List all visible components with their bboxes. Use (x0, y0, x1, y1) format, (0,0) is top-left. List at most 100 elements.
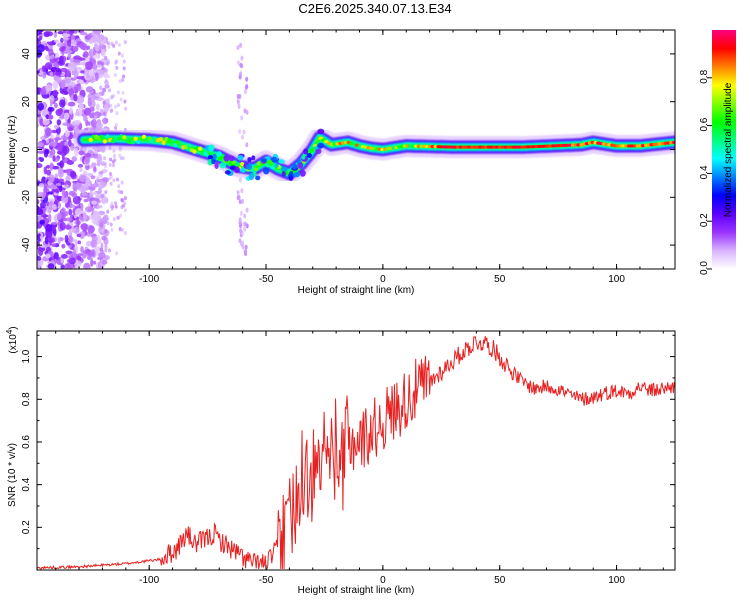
spectrogram-noise-cell (104, 246, 108, 251)
spectrogram-noise-cell (41, 65, 47, 73)
spectrogram-noise-cell (43, 186, 48, 194)
spectrogram-blob (281, 170, 286, 177)
spectrogram-ridge-cell (172, 142, 178, 148)
spectrogram-noise-cell (74, 239, 78, 246)
colorbar: 0.0 0.2 0.4 0.6 0.8 Normalized spectral ampl… (699, 30, 736, 275)
spectrogram-noise-cell (51, 165, 60, 170)
spectrogram-noise-cell (94, 93, 102, 97)
spectrogram-noise-cell (116, 90, 120, 95)
snr-y-tick-label: 0.2 (21, 520, 32, 534)
spectrogram-noise-cell (48, 114, 54, 120)
spectrogram-noise-cell (67, 231, 72, 237)
snr-axes: -100 -50 0 50 100 0.2 0.4 0.6 0.8 1.0 (21, 331, 675, 586)
spectrogram-noise-cell (101, 228, 105, 233)
spectrogram-noise-cell (63, 112, 70, 120)
spectrogram-noise-cell (123, 208, 127, 213)
spectrogram-noise-cell (109, 181, 113, 186)
spectrogram-noise-cell (106, 209, 110, 214)
spectrogram-blob (211, 158, 216, 165)
spectrogram-noise-cell (78, 103, 84, 110)
snr-y-axis-label: SNR (10 * v/v) (7, 443, 18, 507)
spectrogram-noise-cell (75, 205, 81, 209)
spectrogram-noise-cell (101, 217, 105, 222)
spectrogram-blob (303, 148, 309, 155)
spectrogram-noise-cell (53, 102, 58, 109)
spectrogram-noise-cell (103, 71, 108, 79)
spectrogram-blob (299, 169, 306, 177)
spectrogram-noise-cell (123, 231, 127, 236)
spectrogram-noise-cell (45, 164, 51, 169)
spectrogram-noise-cell (51, 221, 58, 225)
spectrogram-noise-cell (111, 204, 115, 209)
spectrogram-noise-cell (102, 100, 106, 105)
spectrogram-noise-cell (37, 30, 41, 36)
spectrogram-noise-cell (113, 104, 117, 109)
spectrogram-noise-cell (101, 90, 105, 95)
spectrogram-noise-cell (47, 41, 56, 46)
spectrogram-noise-cell (84, 152, 92, 158)
spectrogram-noise-cell (240, 55, 244, 61)
spectrogram-noise-cell (64, 129, 70, 138)
spectrogram-noise-cell (116, 103, 120, 108)
spectrogram-ridge-cell (671, 140, 675, 145)
spectrogram-blob (261, 158, 267, 163)
spectrogram-noise-cell (57, 237, 61, 245)
spectrogram-noise-cell (37, 102, 45, 111)
spectrogram-noise-cell (53, 30, 58, 38)
spectrogram-blob (212, 153, 217, 160)
spectrogram-blob (281, 166, 288, 172)
spectrogram-noise-cell (45, 139, 50, 144)
spectrogram-noise-cell (49, 98, 53, 107)
spectrogram-ridge-cell (147, 136, 152, 141)
spectrogram-noise-cell (74, 208, 82, 216)
colorbar-ticks: 0.0 0.2 0.4 0.6 0.8 (699, 69, 712, 275)
spectrogram-noise-cell (52, 90, 59, 96)
spectrogram-noise-cell (49, 141, 58, 147)
spectrogram-noise-cell (103, 214, 109, 222)
spectrogram-noise-cell (59, 221, 66, 231)
spectrogram-noise-cell (71, 156, 78, 162)
spectrogram-noise-cell (88, 70, 95, 77)
spectrogram-blob (223, 154, 230, 162)
spectrogram-noise-cell (105, 118, 109, 123)
spectrogram-ridge-cell (186, 143, 192, 148)
spectrogram-noise-cell (96, 97, 104, 102)
spectrogram-y-tick-label: -20 (21, 190, 32, 205)
spectrogram-noise-cell (90, 80, 94, 84)
spectrogram-noise-cell (69, 170, 77, 178)
spectrogram-noise-cell (44, 148, 50, 155)
spectrogram-ridge-cell (136, 139, 141, 145)
spectrogram-noise-cell (66, 258, 74, 263)
colorbar-tick-label: 0.6 (699, 117, 710, 131)
spectrogram-ridge-cell (116, 136, 121, 142)
spectrogram-noise-cell (244, 249, 248, 255)
spectrogram-ridge-cell (175, 140, 180, 145)
spectrogram-noise-cell (238, 238, 242, 244)
spectrogram-noise-cell (78, 150, 85, 156)
spectrogram-noise-cell (108, 88, 112, 93)
spectrogram-noise-cell (49, 71, 54, 77)
spectrogram-noise-cell (94, 44, 100, 52)
spectrogram-noise-cell (117, 42, 121, 47)
spectrogram-noise-cell (48, 48, 54, 57)
spectrogram-noise-cell (95, 121, 103, 130)
spectrogram-noise-cell (52, 155, 56, 162)
spectrogram-noise-cell (91, 63, 98, 70)
spectrogram-noise-cell (38, 35, 43, 41)
spectrogram-noise-cell (108, 171, 112, 176)
spectrogram-noise-cell (76, 79, 80, 85)
spectrogram-blob (255, 175, 261, 181)
spectrogram-noise-cell (83, 115, 88, 122)
spectrogram-ridge-cell (268, 159, 273, 165)
spectrogram-noise-cell (51, 204, 57, 210)
spectrogram-noise-cell (56, 182, 63, 187)
snr-y-tick-label: 0.6 (21, 435, 32, 449)
colorbar-gradient (712, 30, 736, 269)
spectrogram-ridge-cell (102, 139, 107, 144)
spectrogram-ridge-cell (239, 161, 245, 167)
spectrogram-noise-cell (45, 253, 51, 259)
spectrogram-noise-cell (73, 59, 81, 63)
spectrogram-noise-cell (37, 255, 42, 262)
spectrogram-noise-cell (80, 70, 85, 74)
spectrogram-ridge-cell (122, 135, 127, 140)
